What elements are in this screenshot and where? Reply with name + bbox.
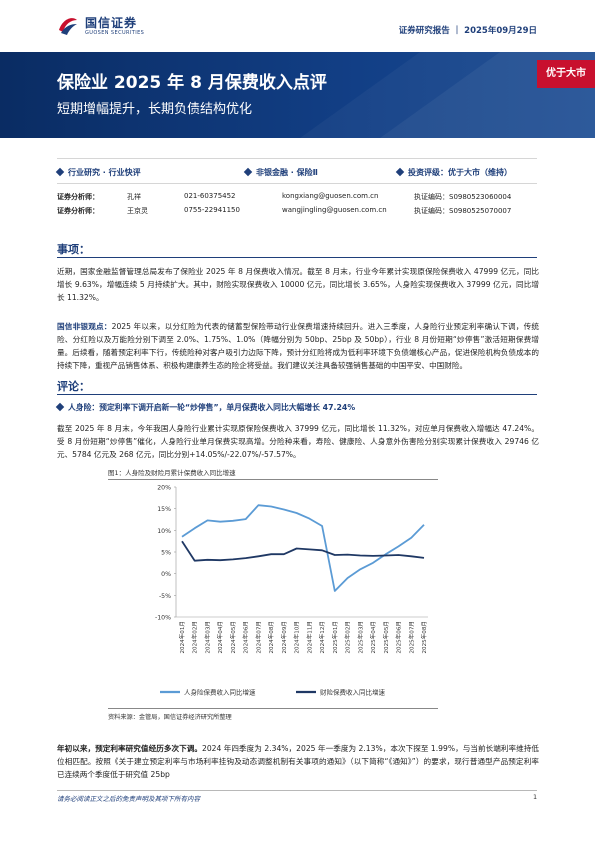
- event-paragraph: 近期，国家金融监督管理总局发布了保险业 2025 年 8 月保费收入情况。截至 …: [57, 267, 539, 302]
- analyst-table: 证券分析师： 孔祥 021-60375452 kongxiang@guosen.…: [57, 192, 537, 220]
- rating-tag: 优于大市: [537, 60, 595, 88]
- analyst-email[interactable]: wangjingling@guosen.com.cn: [282, 206, 387, 214]
- category-rating: 投资评级：优于大市（维持）: [395, 167, 512, 178]
- y-tick-label: 20%: [157, 485, 171, 492]
- y-tick-label: 15%: [157, 506, 171, 513]
- category-research-type: 行业研究 · 行业快评: [55, 167, 141, 178]
- footer-rule: [57, 790, 537, 791]
- x-tick-label: 2025年05月: [382, 621, 390, 654]
- closing-label: 年初以来，预定利率研究值经历多次下调。: [57, 744, 202, 753]
- figure-title: 图1：人身险及财险月累计保费收入同比增速: [108, 469, 236, 477]
- y-tick-label: 0%: [161, 571, 171, 578]
- x-tick-label: 2025年03月: [356, 621, 364, 654]
- analyst-label: 证券分析师：: [57, 207, 99, 215]
- report-subtitle: 短期增幅提升，长期负债结构优化: [57, 102, 253, 117]
- y-tick-label: -10%: [155, 615, 171, 622]
- section-heading-comment: 评论：: [57, 377, 537, 395]
- analyst-phone: 0755-22941150: [184, 206, 240, 214]
- analyst-name: 孔祥: [127, 193, 141, 201]
- category-line: 行业研究 · 行业快评 非银金融 · 保险Ⅱ 投资评级：优于大市（维持）: [55, 158, 537, 184]
- figure-top-rule: [108, 479, 438, 480]
- section-title: 事项：: [57, 243, 90, 256]
- view-paragraph: 国信非银观点：2025 年以来，以分红险为代表的储蓄型保险带动行业保费增速持续回…: [57, 320, 539, 372]
- section-title: 评论：: [57, 380, 90, 393]
- guosen-logo-icon: [59, 18, 77, 35]
- category-label: 投资评级：优于大市（维持）: [408, 168, 512, 177]
- x-tick-label: 2024年11月: [305, 621, 313, 654]
- x-tick-label: 2024年12月: [318, 621, 326, 654]
- closing-text: 2024 年四季度为 2.34%，2025 年一季度为 2.13%，本次下探至 …: [57, 744, 539, 779]
- x-tick-label: 2025年07月: [407, 621, 415, 654]
- view-label: 国信非银观点：: [57, 322, 112, 331]
- series-line-2: [181, 540, 425, 562]
- company-logo: 国信证券 GUOSEN SECURITIES: [57, 12, 167, 42]
- analyst-row: 证券分析师： 王京灵 0755-22941150 wangjingling@gu…: [57, 206, 537, 220]
- x-tick-label: 2024年03月: [203, 621, 211, 654]
- closing-paragraph: 年初以来，预定利率研究值经历多次下调。2024 年四季度为 2.34%，2025…: [57, 742, 539, 781]
- x-tick-label: 2025年04月: [369, 621, 377, 654]
- comment-paragraph: 截至 2025 年 8 月末，今年我国人身险行业累计实现原保险保费收入 3799…: [57, 424, 539, 459]
- diamond-icon: [395, 167, 405, 176]
- legend-label-2: 财险保费收入同比增速: [320, 688, 386, 697]
- x-tick-label: 2024年07月: [254, 621, 262, 654]
- y-tick-label: 5%: [161, 550, 171, 557]
- figure-bottom-rule: [108, 708, 438, 709]
- title-banner: 保险业 2025 年 8 月保费收入点评 短期增幅提升，长期负债结构优化 优于大…: [0, 52, 595, 138]
- top-header: 国信证券 GUOSEN SECURITIES 证券研究报告 ｜ 2025年09月…: [0, 0, 595, 46]
- bullet-heading: 人身险：预定利率下调开启新一轮“炒停售”，单月保费收入同比大幅增长 47.24%: [55, 402, 539, 413]
- diamond-icon: [55, 167, 65, 176]
- page-number: 1: [533, 793, 538, 801]
- report-title: 保险业 2025 年 8 月保费收入点评: [57, 73, 327, 93]
- x-tick-label: 2025年02月: [344, 621, 352, 654]
- diamond-icon: [243, 167, 253, 176]
- y-tick-label: -5%: [159, 593, 171, 600]
- analyst-label: 证券分析师：: [57, 193, 99, 201]
- x-tick-label: 2024年08月: [267, 621, 275, 654]
- analyst-email[interactable]: kongxiang@guosen.com.cn: [282, 192, 379, 200]
- x-tick-label: 2024年06月: [242, 621, 250, 654]
- header-divider: ｜: [452, 26, 465, 36]
- figure-source: 资料来源：金管局，国信证券经济研究所整理: [108, 714, 232, 721]
- x-tick-label: 2025年06月: [395, 621, 403, 654]
- line-chart: 20% 15% 10% 5% 0% -5% -10% 2024年01月 2024年02月 2024…: [155, 485, 428, 697]
- analyst-name: 王京灵: [127, 207, 148, 215]
- x-tick-label: 2024年10月: [293, 621, 301, 654]
- report-type: 证券研究报告: [398, 26, 450, 36]
- logo-text-en: GUOSEN SECURITIES: [85, 30, 145, 36]
- x-tick-label: 2024年05月: [229, 621, 237, 654]
- view-text: 2025 年以来，以分红险为代表的储蓄型保险带动行业保费增速持续回升。进入三季度…: [57, 322, 540, 370]
- category-sector: 非银金融 · 保险Ⅱ: [243, 167, 318, 178]
- diamond-icon: [55, 402, 65, 412]
- x-tick-label: 2024年02月: [191, 621, 199, 654]
- analyst-row: 证券分析师： 孔祥 021-60375452 kongxiang@guosen.…: [57, 192, 537, 206]
- category-label: 非银金融 · 保险Ⅱ: [256, 168, 318, 177]
- analyst-phone: 021-60375452: [184, 192, 236, 200]
- category-label: 行业研究 · 行业快评: [68, 168, 141, 177]
- legend-label-1: 人身险保费收入同比增速: [184, 688, 256, 697]
- report-header: 证券研究报告 ｜ 2025年09月29日: [399, 24, 537, 36]
- x-tick-label: 2024年09月: [280, 621, 288, 654]
- bullet-heading-text: 人身险：预定利率下调开启新一轮“炒停售”，单月保费收入同比大幅增长 47.24%: [68, 403, 356, 412]
- analyst-cert: 执证编码：S0980523060004: [414, 193, 512, 201]
- section-heading-event: 事项：: [57, 240, 537, 258]
- footer-disclaimer[interactable]: 请务必阅读正文之后的免责声明及其项下所有内容: [57, 795, 200, 803]
- x-tick-label: 2025年08月: [420, 621, 428, 654]
- analyst-cert: 执证编码：S0980525070007: [414, 207, 512, 215]
- x-tick-label: 2024年04月: [216, 621, 224, 654]
- x-tick-label: 2024年01月: [178, 621, 186, 654]
- logo-text-cn: 国信证券: [85, 16, 138, 30]
- x-tick-label: 2025年01月: [331, 621, 339, 654]
- report-date: 2025年09月29日: [464, 26, 537, 36]
- banner-background: [0, 52, 595, 138]
- y-tick-label: 10%: [157, 528, 171, 535]
